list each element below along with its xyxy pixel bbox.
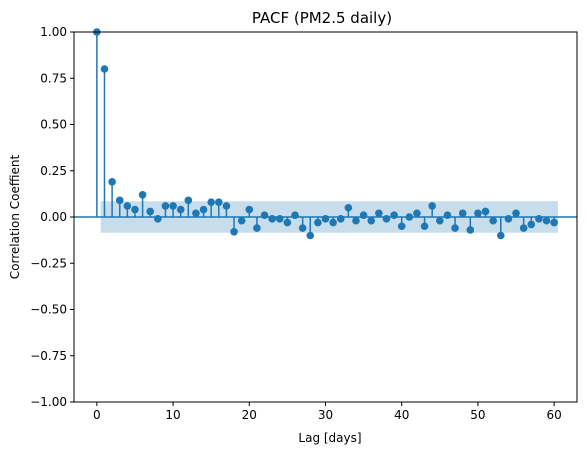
stem-marker xyxy=(169,202,177,210)
x-tick-label: 10 xyxy=(165,408,180,422)
stem-marker xyxy=(100,65,109,73)
stem-marker xyxy=(489,216,497,225)
x-tick-label: 20 xyxy=(242,408,257,422)
y-axis-label: Correlation Coeffient xyxy=(8,155,22,280)
x-tick-label: 0 xyxy=(93,408,101,422)
markers-group xyxy=(93,28,558,240)
y-tick-label: 1.00 xyxy=(40,25,67,39)
stem-marker xyxy=(260,211,269,219)
stem-marker xyxy=(375,209,383,218)
y-tick-label: 0.50 xyxy=(40,118,67,132)
stem-marker xyxy=(230,228,238,236)
y-tick-label: −0.25 xyxy=(30,256,67,270)
stem-marker xyxy=(207,198,215,206)
y-tick-label: 0.00 xyxy=(40,210,67,224)
stem-marker xyxy=(359,211,368,219)
stem-marker xyxy=(336,215,345,223)
stem-marker xyxy=(458,209,467,218)
stem-marker xyxy=(466,226,475,234)
stem-marker xyxy=(481,207,490,216)
stem-marker xyxy=(108,178,116,186)
stem-marker xyxy=(397,222,406,231)
stem-marker xyxy=(535,215,543,223)
stem-marker xyxy=(222,202,231,210)
stem-marker xyxy=(154,215,162,223)
stem-marker xyxy=(519,224,528,232)
stem-marker xyxy=(275,215,284,223)
y-axis: −1.00 −0.75 −0.50 −0.25 0.00 0.25 0.50 0.75 1.00 xyxy=(30,25,74,409)
stem-marker xyxy=(199,205,208,214)
y-tick-label: −0.50 xyxy=(30,303,67,317)
stem-marker xyxy=(382,215,391,223)
stem-marker xyxy=(405,213,414,221)
stem-marker xyxy=(527,220,536,229)
stem-marker xyxy=(428,202,436,210)
stem-marker xyxy=(512,209,520,218)
stem-marker xyxy=(215,198,223,206)
stem-marker xyxy=(314,218,322,227)
stem-marker xyxy=(283,218,292,227)
stem-marker xyxy=(474,209,482,218)
stem-marker xyxy=(253,224,261,232)
y-tick-label: 0.75 xyxy=(40,71,67,85)
stem-marker xyxy=(504,215,513,223)
stem-marker xyxy=(192,209,200,218)
stem-marker xyxy=(367,216,376,225)
x-tick-label: 30 xyxy=(318,408,333,422)
stem-marker xyxy=(146,207,155,216)
x-axis: 0 10 20 30 40 50 60 xyxy=(93,402,562,422)
stem-marker xyxy=(329,218,337,227)
stem-marker xyxy=(123,202,132,210)
stem-marker xyxy=(138,191,147,199)
stem-marker xyxy=(413,209,421,218)
y-tick-label: 0.25 xyxy=(40,164,67,178)
stem-marker xyxy=(451,224,459,232)
x-axis-label: Lag [days] xyxy=(298,431,361,445)
stem-marker xyxy=(436,216,444,225)
y-tick-label: −1.00 xyxy=(30,395,67,409)
stem-marker xyxy=(291,211,299,219)
stem-marker xyxy=(131,205,139,214)
stem-marker xyxy=(161,202,170,210)
stem-marker xyxy=(344,203,353,212)
stem-marker xyxy=(352,216,360,225)
stem-marker xyxy=(390,211,398,219)
x-tick-label: 40 xyxy=(394,408,409,422)
stem-marker xyxy=(245,205,254,214)
stem-marker xyxy=(237,216,246,225)
stem-marker xyxy=(184,196,193,205)
stem-marker xyxy=(176,205,185,214)
chart-title: PACF (PM2.5 daily) xyxy=(252,9,392,27)
x-tick-label: 50 xyxy=(470,408,485,422)
stem-marker xyxy=(321,215,330,223)
stem-marker xyxy=(443,211,452,219)
stem-marker xyxy=(496,231,505,240)
stem-marker xyxy=(115,196,124,205)
stem-marker xyxy=(298,224,307,232)
stem-marker xyxy=(268,215,276,223)
stem-marker xyxy=(306,231,315,240)
x-tick-label: 60 xyxy=(546,408,561,422)
stem-marker xyxy=(550,218,558,227)
y-tick-label: −0.75 xyxy=(30,349,67,363)
stem-marker xyxy=(420,222,429,231)
stem-marker xyxy=(542,216,551,225)
